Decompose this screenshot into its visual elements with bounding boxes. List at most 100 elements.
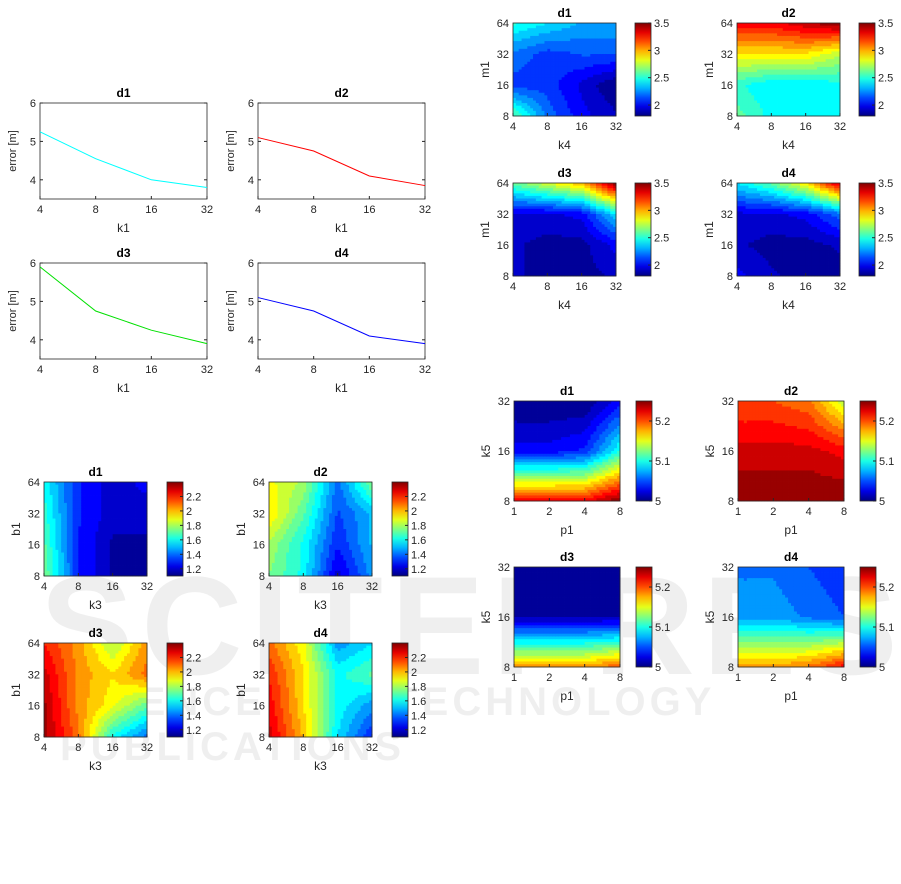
contour-cell (547, 226, 551, 230)
contour-cell (822, 77, 827, 81)
contour-cell (530, 257, 534, 261)
contour-cell (575, 90, 580, 94)
contour-cell (581, 97, 585, 101)
y-axis-label: m1 (478, 61, 492, 78)
contour-cell (785, 183, 789, 186)
contour-cell (561, 247, 565, 251)
contour-cell (737, 260, 741, 264)
contour-cell (742, 234, 746, 238)
contour-cell (590, 69, 594, 73)
contour-cell (831, 92, 835, 96)
contour-cell (573, 234, 577, 238)
contour-cell (515, 51, 520, 55)
contour-cell (578, 224, 583, 228)
contour-cell (785, 232, 789, 236)
contour-cell (595, 245, 600, 248)
contour-cell (573, 38, 577, 42)
contour-cell (527, 226, 531, 230)
contour-cell (802, 79, 807, 83)
contour-cell (774, 224, 778, 228)
contour-cell (777, 43, 781, 47)
contour-cell (524, 82, 528, 86)
contour-cell (544, 211, 548, 215)
contour-cell (742, 51, 746, 55)
contour-cell (745, 85, 749, 88)
contour-cell (737, 87, 741, 91)
contour-cell (524, 41, 528, 45)
contour-cell (587, 211, 591, 215)
contour-cell (794, 64, 798, 68)
contour-cell (564, 85, 568, 88)
contour-cell (828, 48, 832, 52)
contour-cell (541, 237, 545, 241)
contour-cell (765, 260, 769, 264)
contour-cell (521, 97, 525, 101)
contour-cell (788, 46, 792, 50)
contour-cell (745, 82, 749, 86)
contour-cell (808, 92, 812, 96)
contour-cell (570, 61, 574, 65)
contour-cell (828, 51, 832, 55)
contour-cell (595, 195, 600, 199)
contour-cell (567, 97, 571, 101)
contour-cell (558, 263, 563, 267)
contour-cell (547, 72, 551, 76)
contour-cell (524, 195, 528, 199)
contour-cell (535, 64, 540, 68)
contour-cell (762, 190, 767, 194)
contour-cell (748, 265, 752, 269)
contour-cell (518, 245, 522, 248)
contour-cell (765, 77, 769, 81)
contour-cell (751, 33, 755, 37)
contour-cell (774, 25, 778, 29)
contour-cell (527, 35, 531, 39)
contour-cell (547, 188, 551, 192)
contour-cell (527, 46, 531, 50)
contour-cell (771, 100, 775, 104)
contour-cell (521, 260, 525, 264)
contour-cell (527, 208, 531, 212)
contour-cell (604, 66, 608, 70)
contour-cell (834, 30, 838, 34)
contour-cell (587, 245, 591, 248)
contour-cell (593, 25, 597, 29)
contour-cell (808, 28, 812, 32)
contour-cell (777, 61, 781, 65)
contour-cell (573, 85, 577, 88)
contour-cell (593, 188, 597, 192)
contour-cell (587, 242, 591, 246)
contour-cell (777, 82, 781, 86)
contour-cell (595, 38, 600, 42)
contour-cell (739, 54, 744, 57)
contour-cell (762, 59, 767, 63)
contour-cell (601, 242, 605, 246)
y-tick-label: 64 (497, 178, 509, 190)
contour-cell (518, 273, 522, 277)
contour-cell (578, 35, 583, 39)
contour-cell (745, 64, 749, 68)
contour-cell (797, 90, 801, 94)
contour-cell (550, 201, 554, 205)
contour-cell (553, 206, 557, 210)
contour-cell (808, 23, 812, 26)
contour-cell (538, 23, 543, 26)
contour-cell (541, 193, 545, 197)
contour-cell (515, 92, 520, 96)
contour-cell (779, 263, 784, 267)
contour-cell (794, 30, 798, 34)
contour-cell (555, 30, 560, 34)
contour-cell (564, 242, 568, 246)
contour-cell (754, 221, 758, 225)
contour-cell (575, 201, 580, 205)
contour-cell (547, 51, 551, 55)
contour-cell (751, 110, 755, 114)
contour-cell (595, 72, 600, 76)
contour-cell (737, 257, 741, 261)
contour-cell (553, 257, 557, 261)
contour-cell (564, 64, 568, 68)
contour-cell (754, 33, 758, 37)
contour-cell (564, 214, 568, 217)
contour-cell (785, 239, 789, 243)
contour-cell (762, 54, 767, 57)
contour-cell (541, 38, 545, 42)
